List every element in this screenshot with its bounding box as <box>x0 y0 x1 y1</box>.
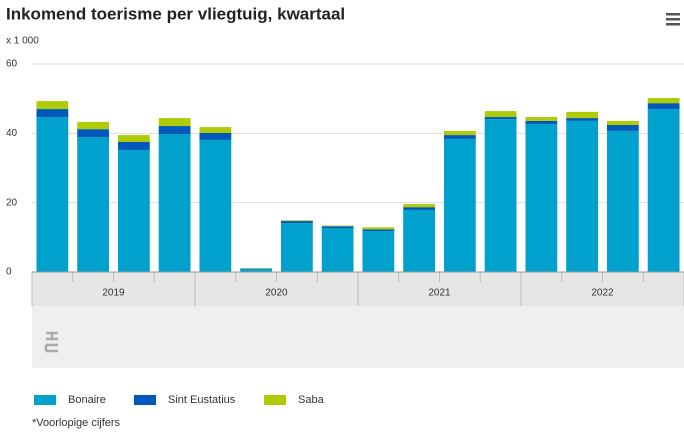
unit-label: x 1 000 <box>6 36 39 47</box>
bar-segment <box>607 131 639 272</box>
bar-segment <box>322 226 354 227</box>
bar-segment <box>199 127 231 133</box>
bar-segment <box>281 221 313 223</box>
x-group-label: 2022 <box>591 288 614 299</box>
bar-segment <box>281 220 313 221</box>
bar-segment <box>322 226 354 228</box>
legend-label: Saba <box>298 394 325 406</box>
bar-segment <box>403 207 435 210</box>
y-tick-label: 60 <box>6 59 18 70</box>
footnote: *Voorlopige cijfers <box>32 417 121 429</box>
bar-segment <box>403 204 435 207</box>
legend-swatch <box>134 395 156 405</box>
bar-segment <box>77 122 109 129</box>
bar-segment <box>525 117 557 121</box>
x-group-label: 2020 <box>265 288 288 299</box>
bar-segment <box>77 137 109 272</box>
bar-segment <box>362 231 394 272</box>
legend-label: Sint Eustatius <box>168 394 236 406</box>
bar-segment <box>525 124 557 272</box>
menu-bar <box>666 23 680 26</box>
bar-segment <box>36 101 68 109</box>
bar-segment <box>36 109 68 117</box>
bar-segment <box>444 139 476 272</box>
menu-bar <box>666 18 680 21</box>
legend-swatch <box>264 395 286 405</box>
bar-segment <box>159 126 191 134</box>
bar-segment <box>648 98 680 103</box>
bar-segment <box>566 121 598 272</box>
bar-segment <box>485 119 517 272</box>
bar-segment <box>199 133 231 140</box>
bar-segment <box>362 229 394 231</box>
bar-segment <box>159 134 191 272</box>
legend-label: Bonaire <box>68 394 106 406</box>
bar-segment <box>648 109 680 272</box>
bar-segment <box>485 111 517 117</box>
bar-segment <box>118 142 150 150</box>
y-tick-label: 20 <box>6 197 18 208</box>
bar-segment <box>118 150 150 272</box>
y-tick-label: 40 <box>6 128 18 139</box>
chart-title: Inkomend toerisme per vliegtuig, kwartaa… <box>6 4 345 23</box>
bar-segment <box>199 140 231 272</box>
bar-segment <box>159 118 191 126</box>
bar-segment <box>36 117 68 272</box>
x-group-label: 2021 <box>428 288 451 299</box>
bar-segment <box>607 125 639 131</box>
bar-segment <box>444 135 476 139</box>
x-group-label: 2019 <box>102 288 125 299</box>
bar-segment <box>566 112 598 118</box>
bar-segment <box>322 228 354 272</box>
bar-segment <box>444 131 476 135</box>
bar-segment <box>118 135 150 142</box>
legend-swatch <box>34 395 56 405</box>
menu-bar <box>666 13 680 16</box>
bar-segment <box>403 210 435 272</box>
bar-segment <box>607 121 639 125</box>
bar-segment <box>485 117 517 119</box>
bar-segment <box>362 227 394 229</box>
menu-button[interactable] <box>664 10 680 26</box>
y-tick-label: 0 <box>6 267 12 278</box>
bar-segment <box>566 118 598 121</box>
bar-segment <box>525 121 557 124</box>
bar-segment <box>281 223 313 272</box>
bar-segment <box>77 129 109 137</box>
bar-segment <box>648 103 680 109</box>
